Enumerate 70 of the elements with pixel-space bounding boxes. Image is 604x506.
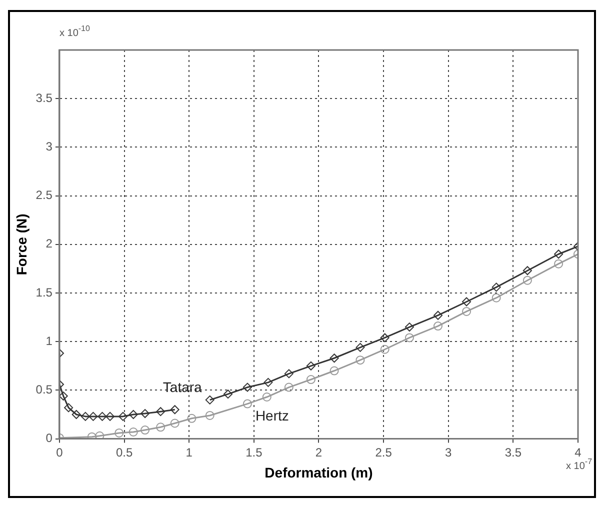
point <box>140 426 150 435</box>
series-label: Hertz <box>255 408 289 424</box>
y-tick-label: 2.5 <box>36 188 53 202</box>
point <box>170 418 180 428</box>
x-tick-label: 2 <box>315 445 322 460</box>
point <box>554 250 564 259</box>
point <box>522 266 532 276</box>
point <box>72 410 81 419</box>
point <box>434 322 442 331</box>
point <box>522 276 532 285</box>
point <box>380 333 390 342</box>
point <box>88 412 98 421</box>
point <box>140 409 150 418</box>
point <box>95 431 104 439</box>
x-axis-title: Deformation (m) <box>264 464 373 480</box>
point <box>64 403 74 412</box>
point <box>224 390 232 399</box>
point <box>98 412 107 421</box>
point <box>118 412 128 421</box>
point <box>205 395 214 404</box>
point <box>242 382 252 392</box>
y-tick-label: 1.5 <box>36 285 53 300</box>
point <box>262 392 272 402</box>
y-tick-label: 1 <box>46 334 53 348</box>
point <box>128 410 138 419</box>
x-tick-label: 3.5 <box>504 445 522 460</box>
point <box>330 354 339 363</box>
point <box>554 259 564 268</box>
y-tick-label: 0 <box>46 431 53 446</box>
point <box>434 310 442 320</box>
x-tick-label: 3 <box>445 445 452 460</box>
y-axis-title: Force (N) <box>13 214 30 276</box>
point <box>492 293 501 302</box>
x-tick-label: 1 <box>186 445 193 460</box>
point <box>404 322 414 332</box>
y-tick-label: 2 <box>46 236 53 251</box>
x-tick-label: 0 <box>56 445 64 460</box>
point <box>156 422 166 432</box>
point <box>87 432 96 439</box>
point <box>380 344 390 354</box>
point <box>356 356 365 365</box>
point <box>284 369 294 378</box>
point <box>114 428 124 438</box>
x-tick-label: 4 <box>574 445 582 460</box>
point <box>128 427 138 436</box>
point <box>80 412 90 421</box>
point <box>59 392 68 401</box>
series-label: Tatara <box>162 378 202 395</box>
point <box>264 378 273 387</box>
point <box>306 361 316 370</box>
point <box>170 405 180 414</box>
point <box>462 297 472 306</box>
point <box>205 410 214 420</box>
point <box>462 306 472 316</box>
y-tick-label: 0.5 <box>36 382 53 397</box>
point <box>306 375 316 384</box>
y-tick-label: 3.5 <box>36 90 53 105</box>
point <box>356 342 365 352</box>
y-tick-label: 3 <box>46 140 53 154</box>
point <box>284 382 294 392</box>
point <box>404 333 414 342</box>
point <box>156 407 166 416</box>
x-tick-label: 2.5 <box>375 445 392 460</box>
point <box>242 399 252 408</box>
point <box>492 282 501 292</box>
point <box>330 366 339 376</box>
x-tick-label: 0.5 <box>116 445 133 460</box>
point <box>187 414 196 423</box>
x-tick-label: 1.5 <box>246 445 263 460</box>
point <box>106 412 115 421</box>
